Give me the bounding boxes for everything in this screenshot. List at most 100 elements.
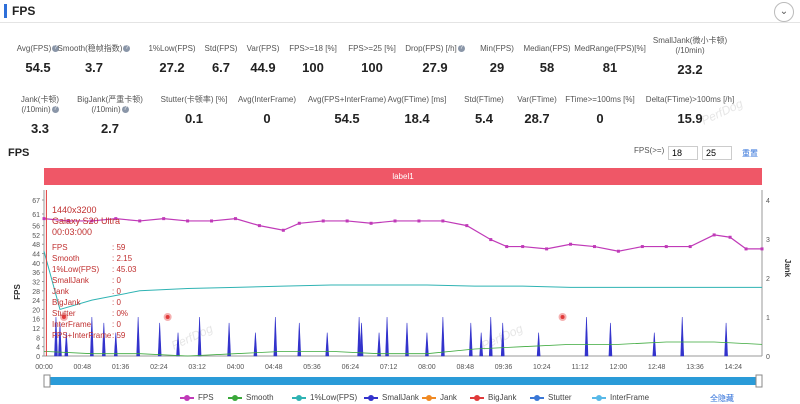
y-left-tick-label: 16 (32, 317, 40, 324)
smalljank-spike (500, 322, 505, 357)
fps-point (66, 219, 70, 223)
tooltip-header-line: 00:03:000 (52, 227, 92, 237)
smalljank-spike (64, 332, 69, 357)
stat-label: MedRange(FPS)[%] (565, 44, 655, 54)
hide-all-button[interactable]: 全隐藏 (710, 394, 734, 403)
legend-swatch (292, 394, 306, 401)
legend-item-fps[interactable]: FPS (180, 393, 214, 402)
legend-swatch (422, 394, 436, 401)
smalljank-spike (405, 322, 409, 357)
stat-value: 100 (361, 60, 383, 75)
stat-label-text: BigJank(严重卡顿) (/10min) (77, 95, 143, 114)
label-banner[interactable]: label1 (44, 168, 762, 185)
x-tick-label: 12:48 (648, 364, 666, 371)
fps-point (441, 219, 445, 223)
bigjank-marker (59, 313, 68, 321)
fps-point (257, 224, 261, 228)
y-left-tick-label: 44 (32, 252, 40, 259)
legend-item-1-low-fps-[interactable]: 1%Low(FPS) (292, 393, 357, 402)
tooltip-row-key: FPS+InterFrame (52, 331, 112, 340)
tooltip-row-key: 1%Low(FPS) (52, 265, 99, 274)
x-tick-label: 03:12 (188, 364, 206, 371)
y-left-tick-label: 12 (32, 326, 40, 333)
stat-label-text: 1%Low(FPS) (148, 44, 196, 53)
y-left-tick-label: 0 (36, 354, 40, 361)
smalljank-spike (680, 316, 685, 357)
x-tick-label: 02:24 (150, 364, 168, 371)
help-icon[interactable]: ? (121, 106, 129, 114)
smalljank-spike (113, 332, 118, 357)
smalljank-spike (102, 322, 106, 357)
tooltip-row-key: Jank (52, 287, 70, 296)
fps-threshold-input-1[interactable] (668, 146, 698, 160)
help-icon[interactable]: ? (52, 45, 60, 53)
x-tick-label: 06:24 (342, 364, 360, 371)
fps-point (569, 242, 573, 246)
legend-item-smalljank[interactable]: SmallJank (364, 393, 419, 402)
stat-stats_row2-2: Stutter(卡顿率) [%] 0.1 (149, 95, 239, 126)
legend-swatch (470, 394, 484, 401)
y-left-tick-label: 40 (32, 261, 40, 268)
stat-label: Std(FPS) (176, 44, 266, 54)
stat-stats_row1-5: FPS>=18 [%] 100 (268, 44, 358, 75)
fps-point (186, 219, 190, 223)
smalljank-spike (157, 322, 162, 357)
stat-value: 2.7 (100, 121, 120, 136)
y-right-tick-label: 2 (766, 276, 770, 283)
help-icon[interactable]: ? (457, 45, 465, 53)
fps-point (465, 224, 469, 228)
stat-label: Jank(卡顿) (/10min)? (0, 95, 85, 115)
legend-item-jank[interactable]: Jank (422, 393, 457, 402)
series-1pct-low (43, 251, 762, 311)
smalljank-spike (425, 332, 429, 357)
stat-value: 44.9 (250, 60, 276, 75)
stat-label: Var(FTime) (492, 95, 582, 105)
reset-button[interactable]: 重置 (742, 149, 758, 158)
stat-label-text: Drop(FPS) [/h] (405, 44, 457, 53)
tooltip-row-value: : 59 (112, 331, 126, 340)
stat-label: 1%Low(FPS) (127, 44, 217, 54)
stat-value: 0 (263, 111, 271, 126)
stat-label: Avg(FTime) [ms] (372, 95, 462, 105)
stat-stats_row1-11: SmallJank(微小卡顿) (/10min) 23.2 (645, 36, 735, 77)
bigjank-marker (558, 313, 567, 321)
stat-value: 15.9 (677, 111, 703, 126)
help-icon[interactable]: ? (123, 45, 131, 53)
x-tick-label: 04:48 (265, 364, 283, 371)
smalljank-spike (377, 332, 381, 357)
stat-label-text: Smooth(稳帧指数) (57, 44, 123, 53)
help-icon[interactable]: ? (51, 106, 59, 114)
smalljank-spike (176, 332, 180, 357)
time-range-slider[interactable] (44, 377, 762, 385)
y-left-tick-label: 36 (32, 270, 40, 277)
legend-item-stutter[interactable]: Stutter (530, 393, 572, 402)
fps-threshold-input-2[interactable] (702, 146, 732, 160)
legend-item-smooth[interactable]: Smooth (228, 393, 274, 402)
x-tick-label: 11:12 (572, 364, 589, 371)
time-range-right-handle[interactable] (755, 374, 763, 388)
stat-label-text: Stutter(卡顿率) [%] (160, 95, 228, 104)
time-range-left-handle[interactable] (43, 374, 51, 388)
x-tick-label: 05:36 (303, 364, 321, 371)
fps-point (369, 221, 373, 225)
series-fps (43, 218, 762, 252)
stat-label-text: SmallJank(微小卡顿) (/10min) (652, 36, 728, 55)
stat-label: Avg(InterFrame) (222, 95, 312, 105)
fps-point (728, 235, 732, 239)
fps-point (114, 217, 118, 221)
legend-item-bigjank[interactable]: BigJank (470, 393, 516, 402)
smalljank-spike (253, 332, 258, 357)
legend-label: 1%Low(FPS) (310, 393, 358, 402)
x-tick-label: 14:24 (725, 364, 743, 371)
stat-stats_row1-1: Smooth(稳帧指数)? 3.7 (49, 44, 139, 75)
legend-item-interframe[interactable]: InterFrame (592, 393, 649, 402)
tooltip-row-key: SmallJank (52, 276, 90, 285)
stat-label: FPS>=18 [%] (268, 44, 358, 54)
tooltip-row-key: BigJank (52, 298, 81, 307)
chevron-down-icon[interactable]: ⌄ (774, 2, 794, 22)
x-tick-label: 10:24 (533, 364, 551, 371)
smalljank-spike (325, 332, 330, 357)
tooltip-row-key: FPS (52, 243, 68, 252)
stat-stats_row1-2: 1%Low(FPS) 27.2 (127, 44, 217, 75)
